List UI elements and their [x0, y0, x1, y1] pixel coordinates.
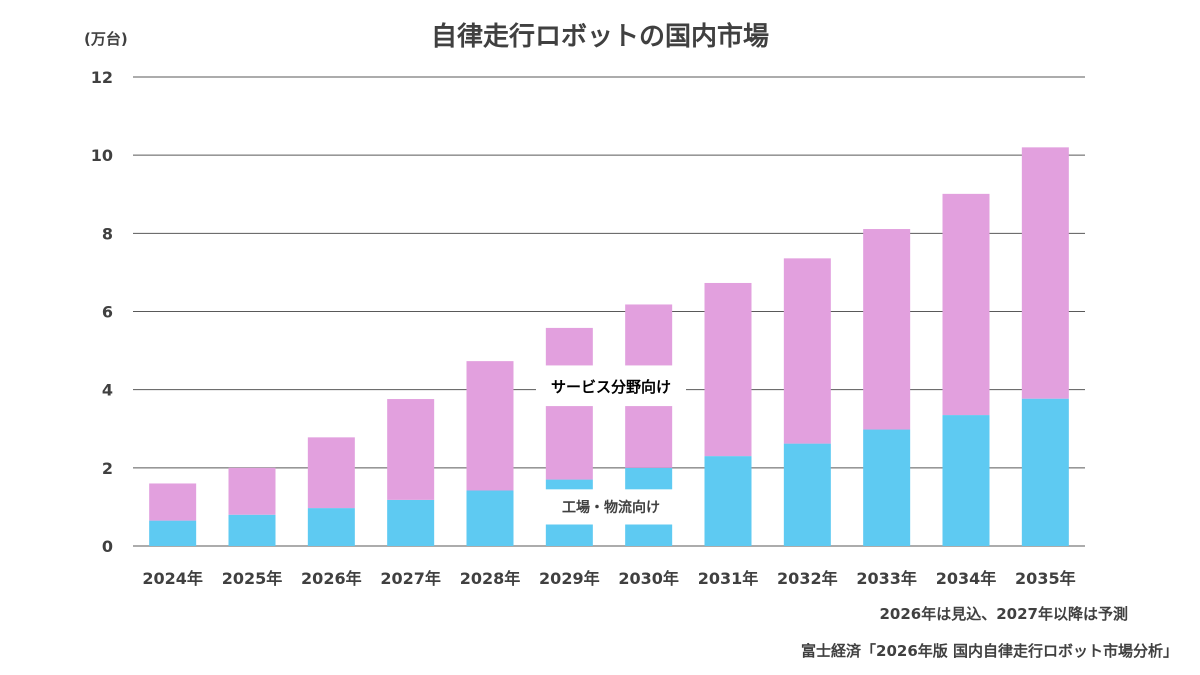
bar-segment-service-1	[228, 467, 276, 515]
bar-segment-service-0	[149, 483, 197, 521]
source-credit: 富士経済「2026年版 国内自律走行ロボット市場分析」	[801, 642, 1178, 660]
x-tick-label: 2024年	[142, 569, 203, 588]
y-tick-label: 12	[91, 68, 113, 87]
bar-segment-service-9	[863, 229, 911, 430]
bar-segment-factory-logistics-0	[149, 520, 197, 546]
y-tick-label: 6	[102, 303, 113, 322]
chart-title: 自律走行ロボットの国内市場	[430, 22, 769, 52]
series-label-factory: 工場・物流向け	[562, 499, 660, 516]
y-tick-label: 4	[102, 381, 113, 400]
x-tick-label: 2026年	[301, 569, 362, 588]
bar-segment-service-8	[783, 258, 831, 444]
x-tick-label: 2029年	[539, 569, 600, 588]
bar-segment-service-2	[307, 437, 355, 509]
series-label-box-factory	[536, 489, 686, 525]
forecast-note: 2026年は見込、2027年以降は予測	[879, 605, 1129, 623]
bar-segment-service-11	[1021, 147, 1069, 399]
bar-segment-service-10	[942, 193, 990, 416]
bar-segment-factory-logistics-1	[228, 514, 276, 546]
bar-segment-factory-logistics-8	[783, 443, 831, 546]
y-tick-label: 2	[102, 459, 113, 478]
bar-segment-service-3	[387, 399, 435, 500]
bar-segment-service-7	[704, 282, 752, 457]
y-tick-label: 0	[102, 537, 113, 556]
y-tick-label: 10	[91, 146, 113, 165]
x-tick-label: 2025年	[222, 569, 283, 588]
x-tick-label: 2028年	[460, 569, 521, 588]
y-axis-unit-label: (万台)	[84, 30, 128, 48]
bar-segment-factory-logistics-11	[1021, 398, 1069, 546]
x-tick-label: 2035年	[1015, 569, 1076, 588]
series-label-box-service	[536, 365, 686, 407]
bar-segment-factory-logistics-3	[387, 499, 435, 546]
bar-segment-service-4	[466, 361, 514, 491]
x-tick-label: 2033年	[856, 569, 917, 588]
bar-segment-factory-logistics-9	[863, 429, 911, 546]
bar-segment-factory-logistics-10	[942, 415, 990, 546]
bar-segment-factory-logistics-7	[704, 456, 752, 546]
x-tick-label: 2032年	[777, 569, 838, 588]
x-tick-label: 2030年	[618, 569, 679, 588]
x-tick-label: 2031年	[698, 569, 759, 588]
x-tick-label: 2027年	[380, 569, 441, 588]
x-tick-label: 2034年	[936, 569, 997, 588]
bar-segment-factory-logistics-2	[307, 508, 355, 546]
series-label-service: サービス分野向け	[551, 378, 671, 396]
y-tick-label: 8	[102, 224, 113, 243]
bar-segment-factory-logistics-4	[466, 490, 514, 546]
